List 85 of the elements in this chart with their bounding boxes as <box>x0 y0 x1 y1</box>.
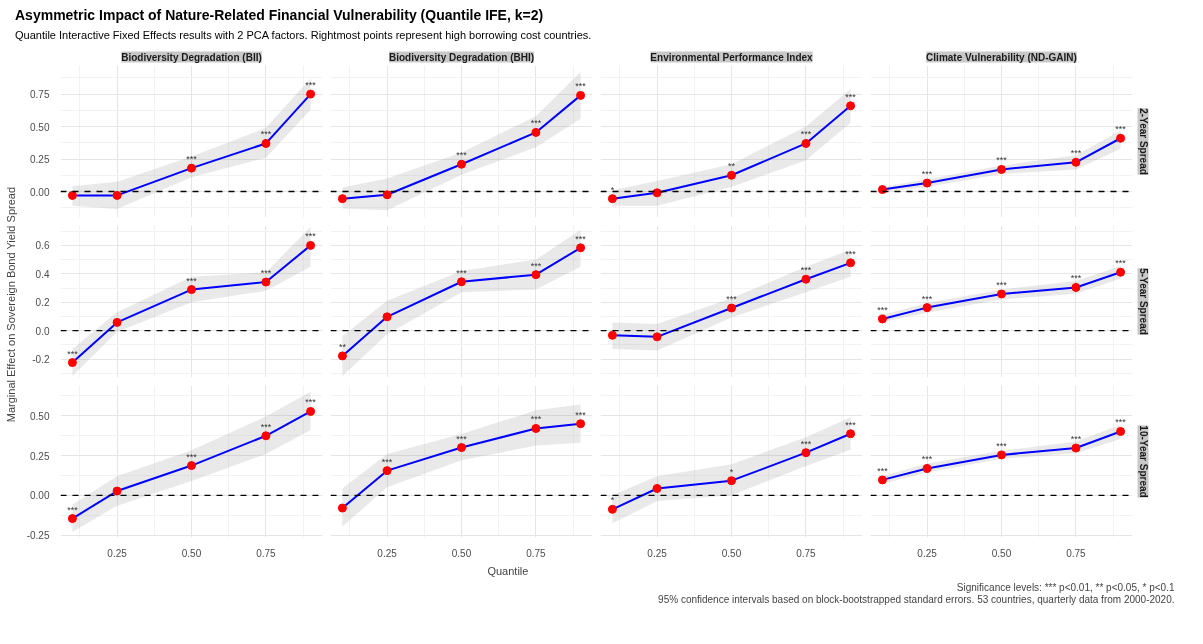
y-tick-label: 0.00 <box>30 490 50 502</box>
y2-axis-title: 10-Year Spread <box>1137 425 1149 498</box>
y-tick-label: 0.25 <box>30 154 50 166</box>
x-tick-label: 0.75 <box>526 547 547 559</box>
y-tick-label: 0.00 <box>30 186 50 198</box>
annotation: *** <box>845 419 857 430</box>
text: Quantile <box>487 564 529 577</box>
x-tick-label: 0.75 <box>796 547 817 559</box>
text: Marginal Effect on Sovereign Bond Yield Spread <box>5 186 18 423</box>
y2-axis-title: 5-Year Spread <box>1137 268 1149 335</box>
annotation: *** <box>877 304 889 315</box>
annotation: * <box>610 184 615 195</box>
annotation: *** <box>530 260 542 271</box>
chart-title: Biodiversity Degradation (BHI) <box>388 51 535 63</box>
y-tick-label: -0.25 <box>26 530 50 542</box>
annotation: *** <box>305 231 317 242</box>
x-tick-label: 0.50 <box>991 547 1012 559</box>
annotation: *** <box>305 397 317 408</box>
annotation: *** <box>186 275 198 286</box>
x-tick-label: 0.25 <box>647 547 668 559</box>
annotation: *** <box>530 414 542 425</box>
annotation: *** <box>921 293 933 304</box>
annotation: *** <box>1070 148 1082 159</box>
annotation: *** <box>800 438 812 449</box>
text: Significance levels: *** p<0.01, ** p<0.05, * p<0.1 <box>956 581 1175 593</box>
annotation: *** <box>726 294 738 305</box>
annotation: *** <box>921 454 933 465</box>
annotation: * <box>610 495 615 506</box>
x-tick-label: 0.50 <box>181 547 202 559</box>
chart-title: Environmental Performance Index <box>650 51 814 63</box>
y-tick-label: 0.50 <box>30 121 50 133</box>
x-tick-label: 0.75 <box>256 547 277 559</box>
y-tick-label: 0.25 <box>30 450 50 462</box>
annotation: ** <box>338 341 347 352</box>
annotation: *** <box>575 409 587 420</box>
annotation: *** <box>186 154 198 165</box>
annotation: *** <box>921 169 933 180</box>
annotation: *** <box>1115 258 1127 269</box>
annotation: *** <box>1070 273 1082 284</box>
annotation: *** <box>845 248 857 259</box>
annotation: *** <box>260 421 272 432</box>
x-tick-label: 0.50 <box>451 547 472 559</box>
x-tick-label: 0.25 <box>917 547 938 559</box>
annotation: *** <box>67 504 79 515</box>
annotation: *** <box>575 81 587 92</box>
annotation: *** <box>996 155 1008 166</box>
text: 95% confidence intervals based on block-bootstrapped standard errors. 53 countries, quarterly data from 2000-2020. <box>658 593 1175 605</box>
annotation: ** <box>728 161 736 172</box>
annotation: *** <box>260 268 272 279</box>
annotation: *** <box>456 267 468 278</box>
annotation: *** <box>1070 434 1082 445</box>
annotation: *** <box>996 279 1008 290</box>
y-tick-label: 0.50 <box>30 410 50 422</box>
y2-axis-title: 2-Year Spread <box>1137 108 1149 175</box>
y-tick-label: -0.2 <box>32 354 50 366</box>
annotation: *** <box>845 91 857 102</box>
annotation: *** <box>1115 124 1127 135</box>
y-tick-label: 0.6 <box>35 240 50 252</box>
annotation: * <box>729 466 734 477</box>
annotation: *** <box>67 348 79 359</box>
annotation: *** <box>381 456 393 467</box>
annotation: *** <box>530 118 542 129</box>
y-tick-label: 0.2 <box>35 297 50 309</box>
chart-title: Climate Vulnerability (ND-GAIN) <box>926 51 1077 63</box>
chart-title: Biodiversity Degradation (BII) <box>121 51 262 63</box>
annotation: *** <box>260 129 272 140</box>
annotation: *** <box>877 465 889 476</box>
annotation: *** <box>996 440 1008 451</box>
annotation: *** <box>575 233 587 244</box>
annotation: *** <box>456 433 468 444</box>
text: Quantile Interactive Fixed Effects results with 2 PCA factors. Rightmost points represent high borrowing cost countries. <box>15 28 592 43</box>
annotation: *** <box>305 80 317 91</box>
annotation: *** <box>800 129 812 140</box>
annotation: *** <box>800 265 812 276</box>
y-tick-label: 0.4 <box>35 268 50 280</box>
x-tick-label: 0.75 <box>1066 547 1087 559</box>
y-tick-label: 0.0 <box>35 325 50 337</box>
annotation: *** <box>1115 417 1127 428</box>
x-tick-label: 0.25 <box>377 547 398 559</box>
annotation: *** <box>456 150 468 161</box>
x-tick-label: 0.50 <box>721 547 742 559</box>
x-tick-label: 0.25 <box>107 547 128 559</box>
y-tick-label: 0.75 <box>30 89 50 101</box>
text: Asymmetric Impact of Nature-Related Financial Vulnerability (Quantile IFE, k=2) <box>15 6 545 25</box>
annotation: *** <box>186 451 198 462</box>
